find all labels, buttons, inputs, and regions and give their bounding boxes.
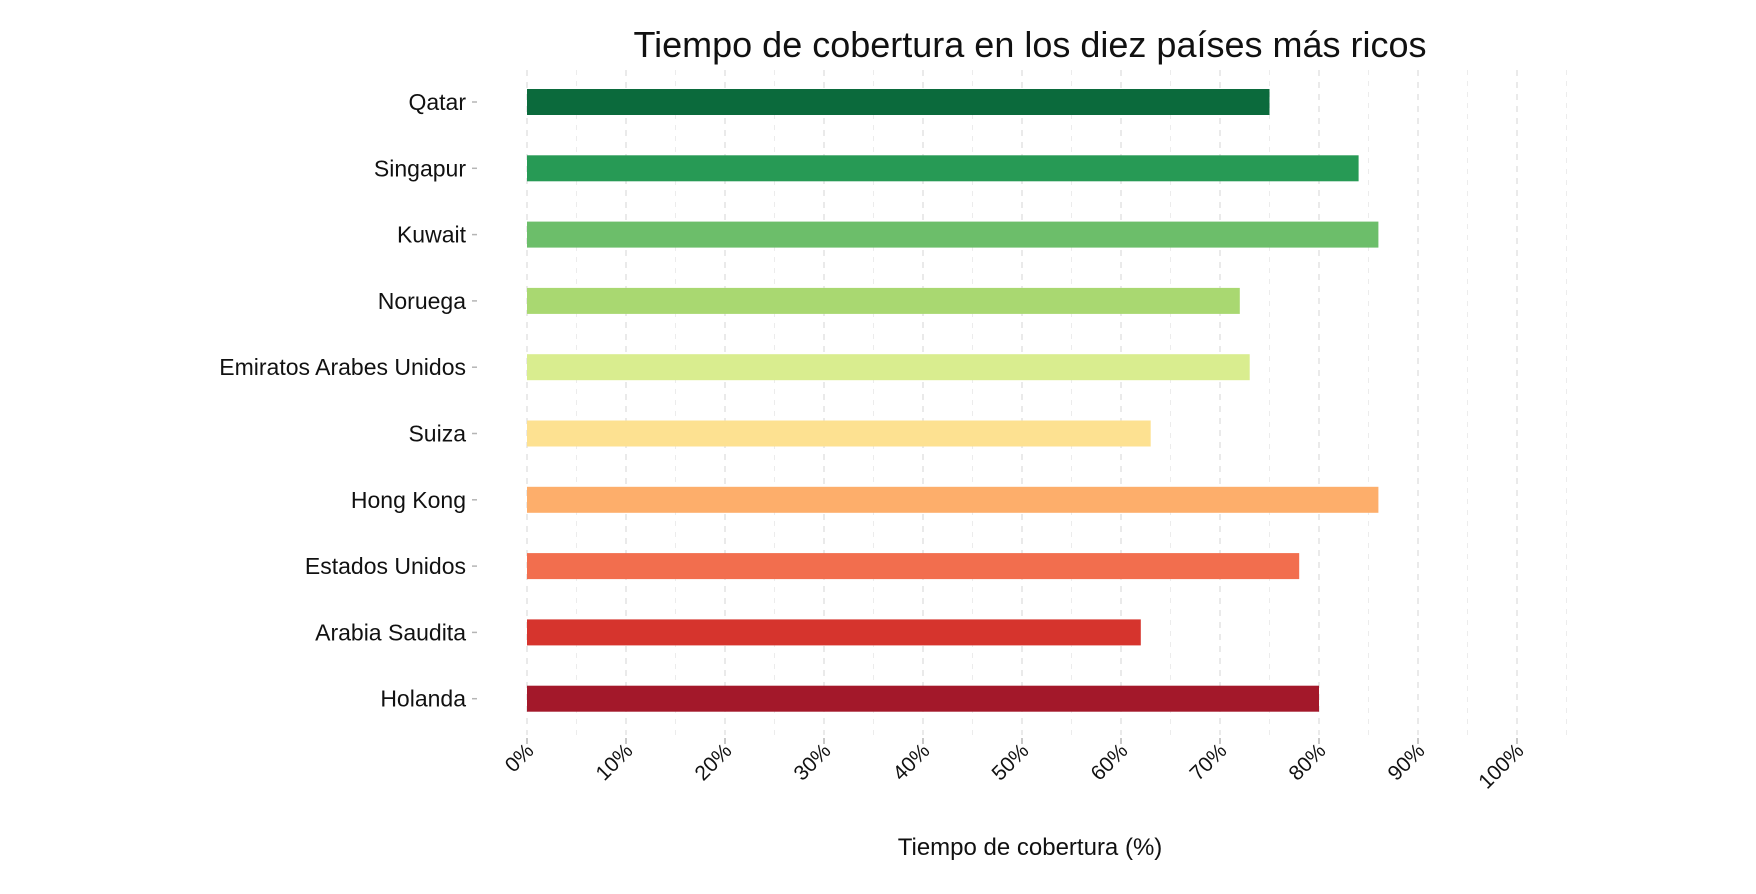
x-tick-label: 60%: [1087, 739, 1133, 785]
x-tick-labels: 0% 10% 20% 30% 40% 50% 60% 70% 80% 90% 100%: [501, 738, 1529, 794]
bar: [527, 354, 1250, 381]
bar: [527, 420, 1151, 447]
bar: [527, 287, 1240, 314]
x-tick-label: 20%: [691, 739, 737, 785]
category-label: Holanda: [380, 686, 466, 712]
category-label: Estados Unidos: [305, 553, 466, 579]
x-tick-label: 0%: [501, 739, 539, 777]
x-tick-label: 80%: [1285, 739, 1331, 785]
bar: [527, 685, 1319, 712]
bar: [527, 221, 1379, 248]
category-label: Noruega: [378, 288, 466, 314]
category-label: Qatar: [408, 89, 466, 115]
x-tick-label: 70%: [1186, 739, 1232, 785]
category-label: Arabia Saudita: [315, 619, 466, 645]
x-tick-label: 40%: [889, 739, 935, 785]
category-label: Singapur: [374, 155, 466, 181]
chart-title: Tiempo de cobertura en los diez países m…: [633, 24, 1426, 65]
x-tick-label: 10%: [592, 739, 638, 785]
bars: [527, 89, 1379, 712]
bar: [527, 619, 1141, 646]
category-label: Emiratos Arabes Unidos: [219, 354, 466, 380]
x-tick-label: 30%: [790, 739, 836, 785]
bar: [527, 155, 1359, 182]
x-axis-label: Tiempo de cobertura (%): [898, 834, 1163, 861]
category-label: Kuwait: [397, 222, 467, 248]
x-tick-label: 50%: [988, 739, 1034, 785]
bar: [527, 89, 1270, 115]
x-tick-label: 90%: [1384, 739, 1430, 785]
bar: [527, 486, 1379, 513]
x-tick-label: 100%: [1474, 739, 1528, 793]
category-labels: Qatar Singapur Kuwait Noruega Emiratos Arabe…: [219, 89, 477, 712]
category-label: Hong Kong: [351, 487, 466, 513]
category-label: Suiza: [408, 421, 466, 447]
bar: [527, 553, 1300, 580]
